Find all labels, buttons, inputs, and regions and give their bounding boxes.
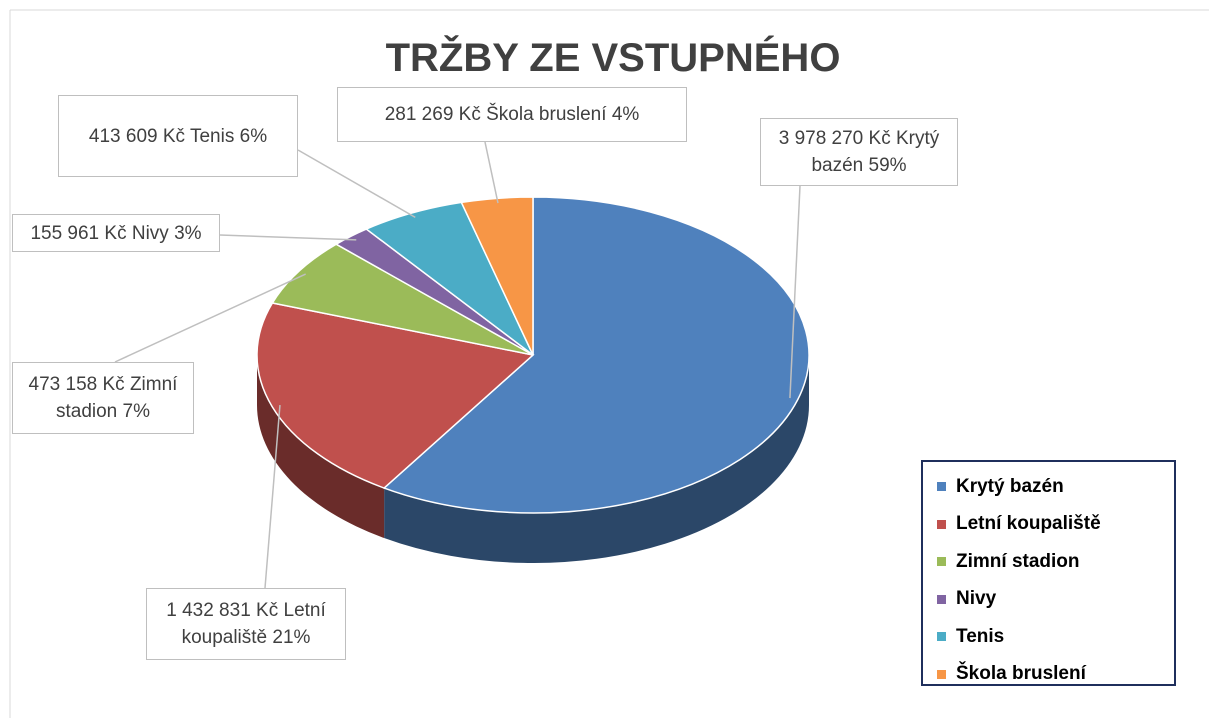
data-label: 473 158 Kč Zimní stadion 7% xyxy=(12,362,194,434)
legend-item: Tenis xyxy=(937,618,1174,656)
data-label-text: 1 432 831 Kč Letní koupaliště 21% xyxy=(155,597,337,651)
slice-side xyxy=(257,355,385,539)
legend-item: Letní koupaliště xyxy=(937,506,1174,544)
label-value: 473 158 Kč xyxy=(28,374,125,395)
leader-line xyxy=(297,149,416,219)
label-percent: 7% xyxy=(122,401,151,422)
label-percent: 4% xyxy=(611,104,640,125)
label-percent: 6% xyxy=(239,125,268,147)
label-category: Tenis xyxy=(189,125,235,147)
legend-label: Tenis xyxy=(956,625,1005,647)
label-value: 3 978 270 Kč xyxy=(778,128,891,149)
legend-swatch xyxy=(937,482,946,492)
label-value: 281 269 Kč xyxy=(384,104,481,125)
label-category: Krytý bazén xyxy=(811,128,940,176)
slice xyxy=(271,243,534,356)
leader-line xyxy=(114,273,306,363)
legend-label: Letní koupaliště xyxy=(956,513,1101,535)
legend-label: Zimní stadion xyxy=(956,550,1080,572)
label-category: Nivy xyxy=(131,222,169,244)
label-category: Škola bruslení xyxy=(486,104,607,125)
label-category: Zimní stadion xyxy=(55,374,178,422)
legend-swatch xyxy=(937,519,946,529)
chart-title: TRŽBY ZE VSTUPNÉHO xyxy=(385,36,841,80)
data-label-text: 155 961 Kč Nivy 3% xyxy=(30,220,201,247)
label-percent: 3% xyxy=(174,222,202,244)
legend-swatch xyxy=(937,594,946,604)
slice-side xyxy=(384,355,810,563)
legend-swatch xyxy=(937,669,946,679)
data-label-text: 281 269 Kč Škola bruslení 4% xyxy=(385,101,640,128)
legend: Krytý bazén Letní koupaliště Zimní stadion… xyxy=(921,460,1176,686)
leader-line xyxy=(219,234,357,241)
slice xyxy=(256,302,535,489)
label-value: 155 961 Kč xyxy=(30,222,127,244)
data-label: 281 269 Kč Škola bruslení 4% xyxy=(337,87,687,142)
legend-item: Škola bruslení xyxy=(937,656,1174,694)
legend-item: Krytý bazén xyxy=(937,468,1174,506)
data-label: 3 978 270 Kč Krytý bazén 59% xyxy=(760,118,958,186)
label-percent: 21% xyxy=(272,627,311,648)
leader-line xyxy=(789,185,801,399)
data-label-text: 3 978 270 Kč Krytý bazén 59% xyxy=(769,125,949,179)
data-label-text: 473 158 Kč Zimní stadion 7% xyxy=(21,371,185,425)
slice xyxy=(382,196,810,514)
label-percent: 59% xyxy=(868,155,907,176)
legend-item: Nivy xyxy=(937,581,1174,619)
label-value: 413 609 Kč xyxy=(88,125,186,147)
legend-label: Krytý bazén xyxy=(956,475,1064,497)
legend-label: Škola bruslení xyxy=(956,663,1086,685)
data-label: 413 609 Kč Tenis 6% xyxy=(58,95,298,177)
legend-item: Zimní stadion xyxy=(937,543,1174,581)
legend-label: Nivy xyxy=(956,588,997,610)
data-label-text: 413 609 Kč Tenis 6% xyxy=(89,123,267,150)
leader-line xyxy=(484,141,499,204)
label-value: 1 432 831 Kč xyxy=(166,600,279,621)
data-label: 155 961 Kč Nivy 3% xyxy=(12,214,220,252)
legend-swatch xyxy=(937,632,946,642)
legend-swatch xyxy=(937,557,946,567)
data-label: 1 432 831 Kč Letní koupaliště 21% xyxy=(146,588,346,660)
label-category: Letní koupaliště xyxy=(181,600,326,648)
leader-line xyxy=(264,404,281,589)
